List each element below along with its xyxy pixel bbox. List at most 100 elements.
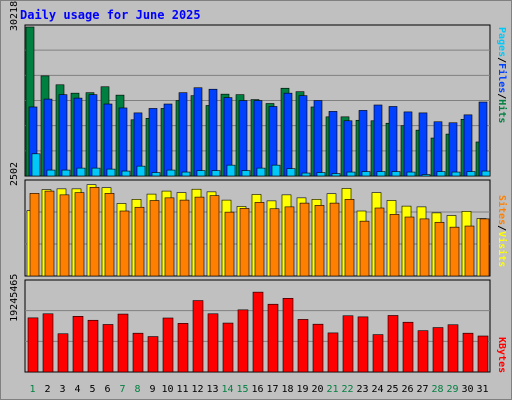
- y-tick-label-3: 19245465: [9, 274, 20, 322]
- legend-entry: /: [496, 57, 507, 63]
- bar-kbytes-day-29: [447, 324, 459, 373]
- bar-pages-day-26: [406, 171, 416, 177]
- bar-kbytes-day-22: [342, 315, 354, 373]
- bar-files-day-20: [313, 100, 323, 177]
- bar-sites-day-13: [209, 195, 220, 277]
- bar-pages-day-24: [376, 171, 386, 177]
- bar-pages-day-1: [31, 153, 41, 177]
- day-label-30: 30: [461, 384, 473, 395]
- bar-sites-day-2: [44, 190, 55, 277]
- bar-files-day-19: [298, 95, 308, 177]
- bar-sites-day-25: [389, 214, 400, 277]
- bar-files-day-29: [448, 122, 458, 177]
- day-label-5: 5: [89, 384, 95, 395]
- bar-pages-day-31: [481, 170, 491, 177]
- day-label-19: 19: [296, 384, 308, 395]
- bar-files-day-27: [418, 112, 428, 177]
- bar-sites-day-9: [149, 200, 160, 277]
- bar-kbytes-day-1: [27, 317, 39, 373]
- bar-pages-day-13: [211, 170, 221, 177]
- bar-sites-day-18: [284, 206, 295, 277]
- bar-kbytes-day-10: [162, 317, 174, 373]
- legend-entry: Visits: [496, 231, 508, 267]
- bar-sites-day-30: [464, 225, 475, 277]
- bar-kbytes-day-11: [177, 323, 189, 373]
- bar-sites-day-17: [269, 208, 280, 277]
- bar-files-day-26: [403, 111, 413, 177]
- day-label-14: 14: [221, 384, 233, 395]
- bar-sites-day-14: [224, 211, 235, 277]
- bar-kbytes-day-5: [87, 319, 99, 373]
- bar-sites-day-29: [449, 226, 460, 277]
- bar-pages-day-19: [301, 172, 311, 177]
- day-label-10: 10: [161, 384, 173, 395]
- bar-sites-day-8: [134, 206, 145, 277]
- day-label-21: 21: [326, 384, 338, 395]
- bar-kbytes-day-6: [102, 324, 114, 373]
- day-label-9: 9: [149, 384, 155, 395]
- bar-kbytes-day-30: [462, 332, 474, 373]
- bar-files-day-25: [388, 106, 398, 177]
- bar-pages-day-27: [421, 174, 431, 177]
- bar-pages-day-10: [166, 169, 176, 177]
- day-label-26: 26: [401, 384, 413, 395]
- bar-pages-day-2: [46, 169, 56, 177]
- day-label-31: 31: [476, 384, 488, 395]
- bar-files-day-30: [463, 114, 473, 177]
- bar-kbytes-day-12: [192, 300, 204, 373]
- bar-pages-day-25: [391, 171, 401, 177]
- bar-files-day-12: [193, 87, 203, 177]
- bar-pages-day-14: [226, 164, 236, 177]
- bar-kbytes-day-18: [282, 298, 294, 373]
- bar-files-day-23: [358, 110, 368, 177]
- bar-kbytes-day-2: [42, 313, 54, 373]
- bar-sites-day-12: [194, 196, 205, 277]
- bar-kbytes-day-9: [147, 336, 159, 373]
- legend-entry: Sites: [496, 195, 508, 225]
- day-label-15: 15: [236, 384, 248, 395]
- bar-pages-day-21: [331, 173, 341, 177]
- bar-files-day-7: [118, 107, 128, 177]
- top-legend: Pages/Files/Hits: [496, 27, 508, 123]
- bar-sites-day-3: [59, 194, 70, 277]
- day-label-12: 12: [191, 384, 203, 395]
- bar-files-day-10: [163, 103, 173, 177]
- bar-files-day-4: [73, 97, 83, 177]
- bar-kbytes-day-19: [297, 319, 309, 373]
- bar-sites-day-1: [29, 193, 40, 277]
- day-label-28: 28: [431, 384, 443, 395]
- bar-kbytes-day-4: [72, 316, 84, 373]
- day-label-29: 29: [446, 384, 458, 395]
- bar-kbytes-day-27: [417, 330, 429, 373]
- bar-files-day-21: [328, 111, 338, 177]
- bar-kbytes-day-3: [57, 333, 69, 373]
- bar-pages-day-16: [256, 167, 266, 177]
- bar-kbytes-day-31: [477, 335, 489, 373]
- bar-pages-day-17: [271, 164, 281, 177]
- day-label-13: 13: [206, 384, 218, 395]
- bar-files-day-24: [373, 104, 383, 177]
- bar-kbytes-day-21: [327, 332, 339, 373]
- bar-files-day-15: [238, 100, 248, 177]
- bar-sites-day-24: [374, 207, 385, 277]
- bar-kbytes-day-14: [222, 322, 234, 373]
- bar-sites-day-6: [104, 193, 115, 277]
- bar-pages-day-30: [466, 171, 476, 177]
- bar-pages-day-23: [361, 171, 371, 177]
- bar-pages-day-11: [181, 171, 191, 177]
- legend-entry: /: [496, 93, 507, 99]
- legend-entry: Hits: [496, 99, 508, 123]
- bar-sites-day-5: [89, 187, 100, 277]
- bar-kbytes-day-17: [267, 303, 279, 373]
- bar-pages-day-3: [61, 169, 71, 177]
- bar-kbytes-day-28: [432, 327, 444, 373]
- bar-sites-day-28: [434, 221, 445, 277]
- bar-sites-day-27: [419, 218, 430, 277]
- bar-sites-day-23: [359, 220, 370, 277]
- bar-files-day-28: [433, 121, 443, 177]
- bar-pages-day-22: [346, 171, 356, 177]
- day-label-23: 23: [356, 384, 368, 395]
- day-label-8: 8: [134, 384, 140, 395]
- bar-pages-day-6: [106, 168, 116, 177]
